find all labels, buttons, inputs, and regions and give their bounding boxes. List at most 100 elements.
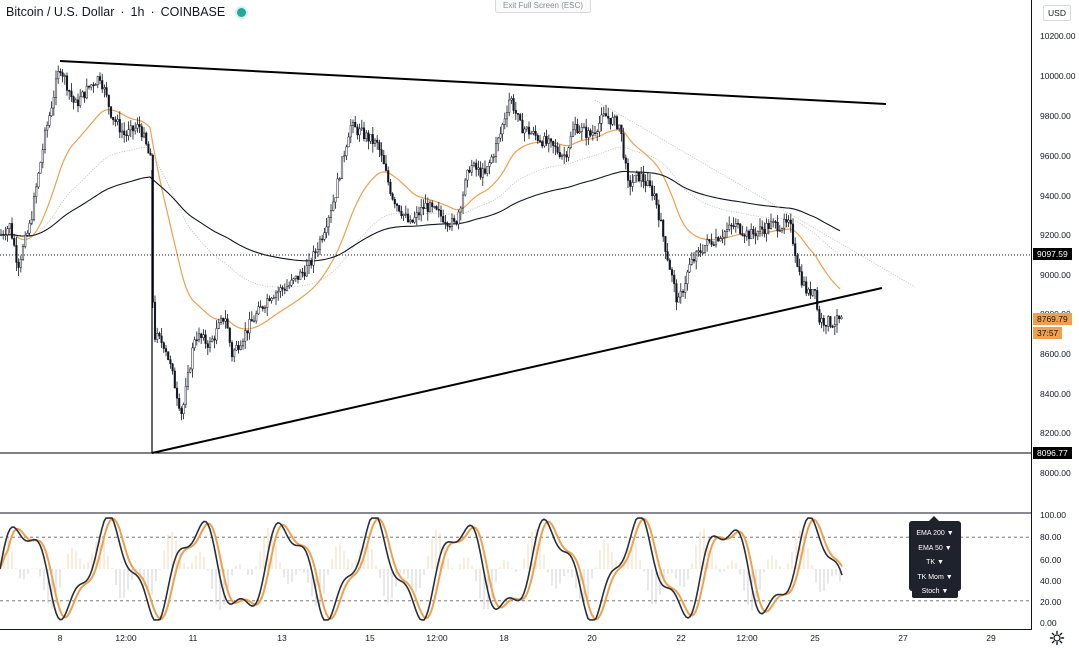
candle-body [525,126,528,130]
candle-body [635,172,638,176]
candle-body [376,139,379,143]
candle-body [675,283,678,303]
candle-body [156,333,159,340]
candle-body [787,219,790,223]
candle-body [591,132,594,136]
exchange-label: COINBASE [160,5,226,19]
price-tick: 10200.00 [1040,31,1076,41]
candle-body [202,334,205,338]
candle-body [741,233,744,236]
candle-body [347,136,350,148]
indicator-stoch-toggle[interactable]: Stoch ▼ [912,585,958,598]
candle-body [114,119,117,122]
upper-trendline[interactable] [59,60,887,105]
candle-body [778,230,781,232]
candle-body [292,278,295,281]
candle-body [567,147,570,158]
candle-body [756,231,759,237]
candle-body [138,124,141,127]
candle-body [582,126,586,129]
candle-body [8,223,11,229]
candle-body [807,289,810,294]
time-tick: 11 [188,633,198,643]
candle-body [789,219,792,225]
candle-body [710,240,713,245]
candle-body [534,131,537,136]
candle-body [527,126,531,135]
candle-body [769,221,773,229]
candle-body [475,162,478,170]
candle-body [596,131,599,134]
candle-body [332,201,335,211]
indicator-tk-toggle[interactable]: TK ▼ [926,559,944,566]
candle-body [63,75,66,78]
time-tick: 18 [499,633,509,643]
candle-body [470,165,473,173]
candle-body [543,136,546,147]
candle-body [552,140,555,146]
candle-body [204,334,207,344]
lower-trendline[interactable] [151,287,883,454]
candle-body [72,96,75,103]
price-tick: 9200.00 [1040,230,1071,240]
candle-body [706,239,709,246]
candle-body [272,297,275,299]
candle-body [65,75,69,91]
time-axis[interactable] [0,629,1031,648]
price-tick: 9000.00 [1040,270,1071,280]
candle-body [360,127,363,130]
price-axis[interactable] [1031,0,1079,630]
candle-body [160,335,163,344]
candle-body [805,281,808,294]
candle-body [13,238,16,246]
candle-body [494,143,498,157]
price-tick: 9800.00 [1040,111,1071,121]
candle-body [743,235,746,237]
candle-body [233,349,236,358]
candle-body [840,316,843,320]
candle-body [17,262,20,268]
candle-body [41,149,44,163]
candle-body [120,130,124,133]
candle-body [92,84,95,86]
candle-body [505,112,509,120]
candle-body [2,233,5,236]
candle-body [193,339,196,349]
candle-body [182,404,185,414]
candle-body [175,387,179,399]
candle-body [94,84,97,86]
indicator-legend-menu[interactable]: EMA 200 ▼ EMA 50 ▼ TK ▼ TK Mom ▼ [909,516,961,591]
indicator-ema50-toggle[interactable]: EMA 50 ▼ [918,544,952,552]
candle-body [147,143,150,154]
currency-button[interactable]: USD [1043,5,1071,21]
candle-body [690,259,693,265]
candle-body [384,163,388,171]
indicator-tkmom-toggle[interactable]: TK Mom ▼ [917,573,953,581]
candle-body [255,313,258,322]
candle-body [310,260,313,266]
symbol-name: Bitcoin / U.S. Dollar [6,5,115,19]
stoch-k-line [0,517,843,621]
candle-body [565,154,568,158]
candle-body [219,317,223,323]
candle-body [448,225,451,228]
gear-icon[interactable] [1049,630,1065,646]
candle-body [593,132,597,134]
candle-body [395,203,399,206]
candle-body [697,250,700,253]
exit-fullscreen-button[interactable]: Exit Full Screen (ESC) [495,0,591,13]
candle-body [728,224,731,230]
candle-body [516,113,520,115]
candle-body [57,71,60,80]
candle-body [400,210,403,216]
indicator-ema200-toggle[interactable]: EMA 200 ▼ [916,530,954,537]
candle-body [457,211,460,225]
candle-body [270,298,273,301]
candle-body [719,238,722,242]
candle-body [68,90,71,92]
candle-body [435,206,438,210]
price-tick: 9600.00 [1040,151,1071,161]
candle-body [732,225,735,227]
